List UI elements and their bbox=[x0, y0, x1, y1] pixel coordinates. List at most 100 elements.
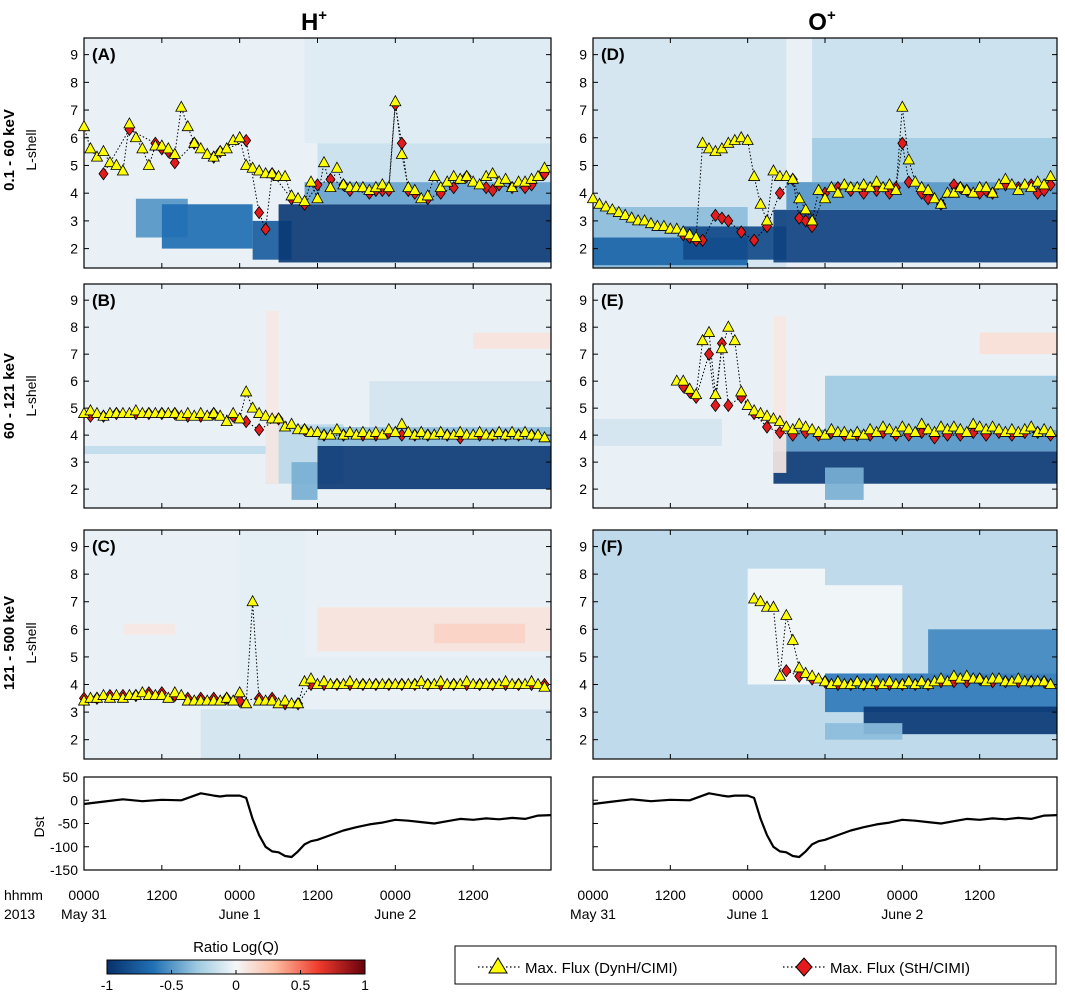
panel-E: 2 3 4 5 6 7 8 9 (E) bbox=[579, 283, 1058, 509]
dynh-point bbox=[619, 208, 632, 220]
y-tick-label: 2 bbox=[70, 481, 78, 497]
dynh-point bbox=[909, 175, 922, 187]
dynh-point bbox=[960, 183, 973, 195]
dynh-point bbox=[291, 696, 305, 709]
dynh-point bbox=[960, 425, 973, 437]
y-tick-label: 8 bbox=[70, 566, 78, 582]
dst-line bbox=[83, 792, 552, 859]
dynh-point bbox=[142, 158, 156, 170]
dynh-point bbox=[382, 180, 396, 193]
dynh-point bbox=[954, 422, 967, 435]
dynh-point bbox=[780, 608, 793, 620]
dynh-point bbox=[735, 130, 748, 143]
year-label: 2013 bbox=[4, 906, 35, 922]
dynh-point bbox=[999, 172, 1012, 184]
dynh-point bbox=[330, 161, 344, 173]
dynh-point bbox=[825, 422, 838, 435]
dynh-point bbox=[525, 674, 538, 687]
dynh-point bbox=[625, 211, 638, 223]
dst-y-tick-label: -100 bbox=[50, 839, 78, 855]
dynh-point bbox=[760, 214, 774, 226]
y-tick-label: 6 bbox=[579, 621, 587, 637]
dynh-point bbox=[181, 119, 194, 132]
dst-y-tick-label: -50 bbox=[58, 816, 78, 832]
dynh-point bbox=[1037, 422, 1051, 435]
svg-text:Max. Flux (StH/CIMI): Max. Flux (StH/CIMI) bbox=[830, 960, 970, 977]
x-tick-date: June 1 bbox=[219, 906, 261, 922]
y-tick-label: 3 bbox=[70, 213, 78, 229]
dynh-point bbox=[337, 178, 350, 190]
dynh-point bbox=[747, 169, 761, 181]
dynh-point bbox=[1005, 178, 1019, 190]
dynh-point bbox=[460, 169, 473, 181]
y-tick-label: 4 bbox=[70, 185, 78, 201]
sth-point bbox=[260, 222, 271, 236]
sth-point bbox=[254, 423, 265, 437]
dynh-point bbox=[447, 169, 460, 181]
y-tick-label: 2 bbox=[70, 732, 78, 748]
dynh-point bbox=[799, 666, 812, 678]
y-tick-label: 6 bbox=[579, 373, 587, 389]
heatmap-B bbox=[84, 284, 551, 508]
dynh-point bbox=[505, 425, 519, 437]
y-tick-label: 4 bbox=[70, 427, 78, 443]
dynh-point bbox=[531, 169, 545, 181]
dynh-point bbox=[1025, 420, 1038, 432]
dynh-point bbox=[973, 672, 986, 684]
x-tick-date: June 1 bbox=[727, 906, 769, 922]
dynh-point bbox=[136, 685, 149, 698]
triangle-marker-icon bbox=[488, 957, 508, 974]
dynh-point bbox=[747, 404, 761, 416]
y-tick-label: 7 bbox=[579, 346, 587, 362]
dynh-point bbox=[683, 382, 696, 394]
dynh-point bbox=[168, 685, 181, 698]
colorbar-title: Ratio Log(Q) bbox=[193, 939, 279, 956]
dynh-point bbox=[973, 420, 986, 432]
panel-label: (D) bbox=[601, 45, 625, 64]
dynh-point bbox=[1044, 677, 1057, 689]
sth-point bbox=[723, 398, 734, 413]
dynh-point bbox=[252, 406, 266, 418]
x-tick-label: 0000 bbox=[887, 887, 918, 903]
dynh-point bbox=[934, 197, 948, 209]
dynh-point bbox=[473, 425, 486, 437]
dynh-point bbox=[689, 387, 703, 400]
dynh-point bbox=[767, 600, 780, 612]
dynh-point bbox=[812, 425, 825, 437]
dynh-point bbox=[434, 674, 447, 687]
dynh-point bbox=[239, 696, 253, 709]
x-tick-label: 0000 bbox=[68, 887, 99, 903]
dynh-point bbox=[298, 422, 311, 435]
dst-frame bbox=[592, 776, 1058, 871]
dst-line bbox=[592, 792, 1058, 859]
colorbar-tick-label: -1 bbox=[101, 977, 114, 992]
heatmap-E bbox=[593, 284, 1057, 508]
dynh-point bbox=[915, 674, 928, 687]
dynh-point bbox=[518, 425, 532, 437]
dst-ylabel: Dst bbox=[31, 816, 47, 837]
dynh-point bbox=[538, 680, 551, 692]
x-tick-label: 0000 bbox=[224, 887, 255, 903]
dynh-point bbox=[902, 674, 915, 687]
y-tick-label: 3 bbox=[579, 213, 587, 229]
dynh-point bbox=[415, 674, 428, 687]
dynh-point bbox=[883, 422, 896, 435]
dynh-point bbox=[188, 136, 201, 148]
heatmap-region bbox=[812, 38, 1057, 138]
svg-text:L-shell: L-shell bbox=[23, 622, 39, 663]
dynh-point bbox=[960, 669, 973, 681]
dynh-point bbox=[780, 420, 793, 432]
dynh-point bbox=[201, 147, 214, 159]
x-tick-label: 1200 bbox=[458, 887, 489, 903]
heatmap-panels: 2 3 4 5 6 7 8 9 (A) 2 3 4 5 6 7 8 9 (D) 2 3 4 5 6 7 8 9 (B) 2 3 4 5 6 7 8… bbox=[70, 37, 1058, 760]
dynh-point bbox=[896, 100, 909, 112]
dynh-point bbox=[434, 425, 447, 437]
y-tick-label: 8 bbox=[579, 566, 587, 582]
dynh-point bbox=[915, 417, 928, 429]
dynh-point bbox=[181, 406, 194, 418]
dynh-point bbox=[702, 142, 716, 154]
dynh-point bbox=[162, 142, 175, 154]
heatmap-region bbox=[278, 656, 551, 677]
dynh-point bbox=[876, 420, 890, 432]
row-label-1: 0.1 - 60 keV L-shell bbox=[1, 109, 39, 191]
